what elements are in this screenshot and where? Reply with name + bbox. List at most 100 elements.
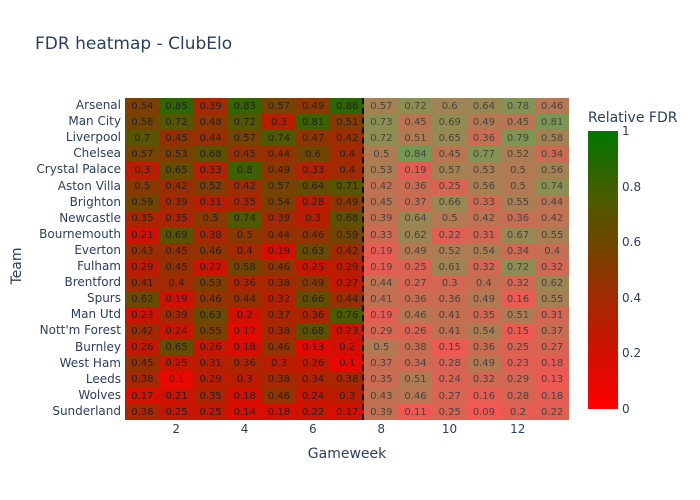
heatmap-cell[interactable]: 0.3: [295, 210, 331, 228]
heatmap-cell[interactable]: 0.65: [432, 130, 468, 147]
heatmap-cell[interactable]: 0.45: [227, 146, 263, 163]
heatmap-cell[interactable]: 0.11: [398, 403, 433, 421]
heatmap-cell[interactable]: 0.35: [193, 387, 228, 405]
heatmap-cell[interactable]: 0.73: [364, 114, 399, 131]
heatmap-cell[interactable]: 0.81: [295, 114, 331, 131]
heatmap-cell[interactable]: 0.3: [329, 387, 365, 405]
heatmap-cell[interactable]: 0.39: [193, 98, 228, 115]
heatmap-cell[interactable]: 0.72: [398, 98, 433, 115]
heatmap-cell[interactable]: 0.35: [466, 307, 502, 324]
heatmap-cell[interactable]: 0.59: [329, 226, 365, 244]
heatmap-cell[interactable]: 0.72: [500, 259, 536, 276]
heatmap-cell[interactable]: 0.5: [500, 178, 536, 196]
heatmap-cell[interactable]: 0.71: [329, 178, 365, 196]
heatmap-cell[interactable]: 0.37: [364, 355, 399, 373]
heatmap-cell[interactable]: 0.45: [398, 114, 433, 131]
heatmap-cell[interactable]: 0.36: [227, 355, 263, 373]
heatmap-cell[interactable]: 0.31: [193, 194, 228, 212]
heatmap-cell[interactable]: 0.23: [500, 355, 536, 373]
heatmap-cell[interactable]: 0.26: [295, 355, 331, 373]
heatmap-cell[interactable]: 0.24: [432, 371, 468, 389]
heatmap-cell[interactable]: 0.39: [159, 194, 194, 212]
heatmap-cell[interactable]: 0.3: [261, 114, 297, 131]
heatmap-cell[interactable]: 0.2: [500, 403, 536, 421]
heatmap-cell[interactable]: 0.43: [125, 242, 160, 260]
heatmap-cell[interactable]: 0.74: [261, 130, 297, 147]
heatmap-cell[interactable]: 0.44: [534, 194, 570, 212]
heatmap-cell[interactable]: 0.45: [159, 242, 194, 260]
heatmap-cell[interactable]: 0.32: [534, 259, 570, 276]
heatmap-cell[interactable]: 0.33: [193, 162, 228, 179]
heatmap-cell[interactable]: 0.25: [295, 259, 331, 276]
heatmap-cell[interactable]: 0.49: [466, 114, 502, 131]
heatmap-cell[interactable]: 0.16: [466, 387, 502, 405]
heatmap-cell[interactable]: 0.72: [159, 114, 194, 131]
heatmap-cell[interactable]: 0.56: [534, 162, 570, 179]
heatmap-cell[interactable]: 0.49: [466, 291, 502, 308]
heatmap-cell[interactable]: 0.51: [398, 371, 433, 389]
heatmap-cell[interactable]: 0.42: [466, 210, 502, 228]
heatmap-cell[interactable]: 0.17: [329, 403, 365, 421]
heatmap-cell[interactable]: 0.3: [432, 275, 468, 292]
heatmap-cell[interactable]: 0.7: [125, 130, 160, 147]
heatmap-cell[interactable]: 0.19: [364, 259, 399, 276]
heatmap-cell[interactable]: 0.38: [261, 371, 297, 389]
heatmap-cell[interactable]: 0.31: [193, 355, 228, 373]
heatmap-cell[interactable]: 0.61: [432, 259, 468, 276]
heatmap-cell[interactable]: 0.27: [534, 339, 570, 357]
heatmap-cell[interactable]: 0.57: [125, 146, 160, 163]
heatmap-cell[interactable]: 0.22: [193, 259, 228, 276]
heatmap-cell[interactable]: 0.44: [364, 275, 399, 292]
heatmap-cell[interactable]: 0.51: [500, 307, 536, 324]
heatmap-cell[interactable]: 0.63: [295, 242, 331, 260]
heatmap-cell[interactable]: 0.29: [329, 259, 365, 276]
heatmap-cell[interactable]: 0.36: [500, 210, 536, 228]
heatmap-cell[interactable]: 0.49: [466, 355, 502, 373]
heatmap-cell[interactable]: 0.54: [261, 194, 297, 212]
heatmap-cell[interactable]: 0.62: [398, 226, 433, 244]
heatmap-cell[interactable]: 0.46: [193, 291, 228, 308]
heatmap-cell[interactable]: 0.83: [227, 98, 263, 115]
heatmap-cell[interactable]: 0.33: [295, 162, 331, 179]
heatmap-cell[interactable]: 0.28: [432, 355, 468, 373]
heatmap-cell[interactable]: 0.35: [227, 194, 263, 212]
heatmap-cell[interactable]: 0.19: [364, 242, 399, 260]
heatmap-cell[interactable]: 0.29: [193, 371, 228, 389]
heatmap-cell[interactable]: 0.34: [398, 355, 433, 373]
heatmap-cell[interactable]: 0.66: [432, 194, 468, 212]
heatmap-cell[interactable]: 0.5: [364, 146, 399, 163]
heatmap-cell[interactable]: 0.26: [125, 339, 160, 357]
heatmap-cell[interactable]: 0.23: [125, 307, 160, 324]
heatmap-cell[interactable]: 0.28: [295, 194, 331, 212]
heatmap-cell[interactable]: 0.18: [534, 387, 570, 405]
heatmap-cell[interactable]: 0.36: [125, 403, 160, 421]
heatmap-cell[interactable]: 0.2: [227, 307, 263, 324]
heatmap-cell[interactable]: 0.49: [398, 242, 433, 260]
heatmap-cell[interactable]: 0.26: [193, 339, 228, 357]
heatmap-cell[interactable]: 0.32: [500, 275, 536, 292]
heatmap-cell[interactable]: 0.43: [364, 387, 399, 405]
heatmap-cell[interactable]: 0.38: [261, 323, 297, 340]
heatmap-cell[interactable]: 0.23: [329, 323, 365, 340]
heatmap-cell[interactable]: 0.46: [398, 307, 433, 324]
heatmap-cell[interactable]: 0.37: [261, 307, 297, 324]
heatmap-cell[interactable]: 0.8: [227, 162, 263, 179]
heatmap-cell[interactable]: 0.18: [227, 387, 263, 405]
heatmap-cell[interactable]: 0.38: [261, 275, 297, 292]
heatmap-cell[interactable]: 0.79: [500, 130, 536, 147]
heatmap-cell[interactable]: 0.45: [159, 130, 194, 147]
heatmap-cell[interactable]: 0.67: [500, 226, 536, 244]
heatmap-cell[interactable]: 0.4: [227, 242, 263, 260]
heatmap-cell[interactable]: 0.51: [398, 130, 433, 147]
heatmap-cell[interactable]: 0.46: [261, 259, 297, 276]
heatmap-cell[interactable]: 0.45: [432, 146, 468, 163]
heatmap-cell[interactable]: 0.84: [398, 146, 433, 163]
heatmap-cell[interactable]: 0.48: [193, 114, 228, 131]
heatmap-cell[interactable]: 0.21: [125, 226, 160, 244]
heatmap-cell[interactable]: 0.68: [329, 210, 365, 228]
heatmap-cell[interactable]: 0.52: [500, 146, 536, 163]
heatmap-cell[interactable]: 0.45: [159, 259, 194, 276]
heatmap-cell[interactable]: 0.39: [364, 210, 399, 228]
heatmap-cell[interactable]: 0.25: [432, 403, 468, 421]
heatmap-cell[interactable]: 0.36: [432, 291, 468, 308]
